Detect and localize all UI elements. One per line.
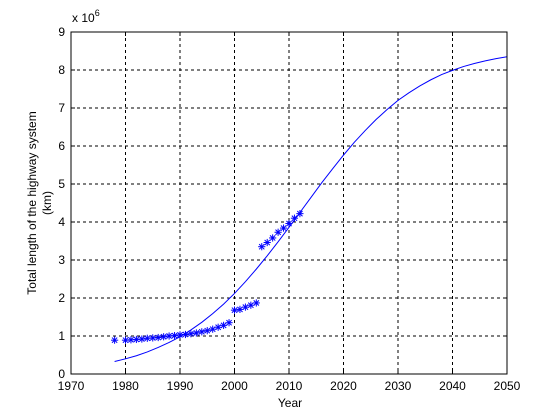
data-point	[170, 332, 179, 340]
data-point	[154, 333, 162, 342]
x-axis-label: Year	[278, 396, 302, 410]
data-point	[258, 243, 266, 251]
x-tick-label: 2040	[439, 379, 466, 393]
data-point	[187, 330, 195, 338]
data-point	[230, 306, 239, 314]
tick-labels: 1970 1980 1990 2000 2010 2020 2030 2040 2050 0 1 2 3…	[58, 25, 521, 393]
data-point	[192, 329, 200, 337]
y-axis-label-line-1: Total length of the highway system	[25, 111, 39, 294]
x-tick-label: 1980	[112, 379, 139, 393]
y-tick-label: 4	[58, 215, 65, 229]
fitted-curve	[114, 56, 508, 362]
data-point	[225, 319, 233, 327]
data-point	[138, 335, 146, 343]
data-point	[143, 334, 151, 342]
x-tick-label: 1970	[58, 379, 85, 393]
y-tick-label: 7	[58, 101, 65, 115]
x-tick-label: 2000	[221, 379, 248, 393]
x-tick-label: 2010	[276, 379, 303, 393]
data-point	[198, 328, 206, 336]
y-tick-label: 8	[58, 63, 65, 77]
data-point	[252, 299, 260, 307]
x-tick-label: 1990	[167, 379, 194, 393]
y-tick-label: 6	[58, 139, 65, 153]
x-tick-label: 2030	[385, 379, 412, 393]
y-axis-label-line-2: (km)	[40, 191, 54, 215]
y-tick-label: 1	[58, 329, 65, 343]
x-tick-label: 2020	[330, 379, 357, 393]
y-tick-label: 5	[58, 177, 65, 191]
y-axis-multiplier-base: x 10	[72, 11, 95, 25]
data-point	[214, 323, 222, 331]
series-layer	[111, 56, 508, 362]
data-point	[203, 327, 211, 335]
data-point	[241, 303, 249, 311]
data-point	[269, 234, 277, 242]
data-point	[209, 325, 217, 333]
y-tick-label: 0	[58, 367, 65, 381]
data-point	[236, 305, 244, 313]
data-point	[274, 228, 282, 236]
y-tick-label: 3	[58, 253, 65, 267]
data-point	[181, 330, 190, 339]
y-tick-label: 2	[58, 291, 65, 305]
data-point	[247, 301, 255, 309]
data-point	[160, 333, 168, 341]
data-point	[220, 321, 228, 329]
axis-ticks	[70, 31, 508, 375]
y-axis-multiplier-exponent: 6	[95, 8, 100, 18]
data-point	[279, 224, 288, 232]
y-axis-multiplier: x 106	[72, 8, 100, 25]
data-point	[111, 336, 119, 344]
data-point	[263, 238, 271, 247]
x-tick-label: 2050	[494, 379, 521, 393]
y-tick-label: 9	[58, 25, 65, 39]
